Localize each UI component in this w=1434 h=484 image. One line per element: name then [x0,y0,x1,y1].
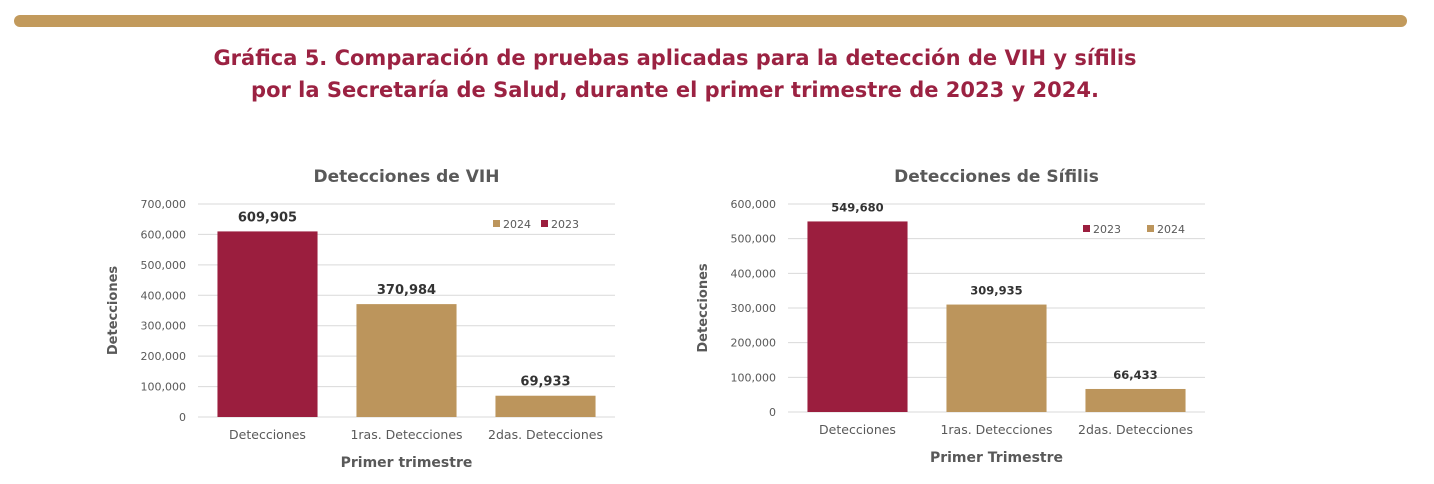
sifilis-x-axis-title: Primer Trimestre [930,450,1063,466]
vih-legend-swatch-2024 [493,220,500,227]
vih-bar-2 [356,304,457,417]
top-accent-bar [14,15,1407,27]
vih-x-tick-label: Detecciones [229,427,306,442]
sifilis-title: Detecciones de Sífilis [894,167,1099,187]
figure-title: Gráfica 5. Comparación de pruebas aplica… [0,42,1350,106]
sifilis-legend-label: 2024 [1157,223,1185,236]
vih-data-label: 370,984 [377,283,436,298]
vih-bar-3 [495,395,596,417]
sifilis-x-tick-label: Detecciones [819,422,896,437]
sifilis-y-tick-label: 400,000 [731,267,777,280]
vih-title: Detecciones de VIH [314,167,500,187]
vih-y-tick-label: 0 [179,411,186,424]
vih-legend-swatch-2023 [541,220,548,227]
vih-x-axis-title: Primer trimestre [341,455,473,471]
sifilis-data-label: 66,433 [1113,368,1157,382]
sifilis-legend-swatch-2024 [1147,225,1154,232]
vih-y-tick-label: 700,000 [141,198,187,211]
vih-data-label: 69,933 [520,375,570,390]
sifilis-y-tick-label: 300,000 [731,302,777,315]
vih-x-tick-label: 2das. Detecciones [488,427,603,442]
sifilis-bar-3 [1085,388,1186,412]
vih-y-axis-title: Detecciones [106,266,121,356]
sifilis-data-label: 549,680 [831,200,883,214]
chart-vih: Detecciones de VIH 0 100,000 200,000 300,000… [106,167,615,471]
sifilis-y-tick-label: 100,000 [731,371,777,384]
sifilis-legend-swatch-2023 [1083,225,1090,232]
vih-legend-label: 2024 [503,218,531,231]
sifilis-y-tick-label: 200,000 [731,337,777,350]
vih-x-tick-label: 1ras. Detecciones [350,427,462,442]
sifilis-y-axis-title: Detecciones [696,263,711,353]
sifilis-legend-label: 2023 [1093,223,1121,236]
sifilis-data-label: 309,935 [970,284,1022,298]
figure-title-line-1: Gráfica 5. Comparación de pruebas aplica… [213,46,1137,70]
sifilis-bar-2 [946,304,1047,412]
vih-y-tick-label: 100,000 [141,381,187,394]
sifilis-y-tick-label: 0 [769,406,776,419]
vih-bar-1 [217,231,318,417]
vih-legend-label: 2023 [551,218,579,231]
vih-y-tick-label: 400,000 [141,289,187,302]
chart-sifilis: Detecciones de Sífilis 0 100,000 200,000 300… [696,167,1205,466]
figure-title-line-2: por la Secretaría de Salud, durante el p… [251,78,1099,102]
vih-y-tick-label: 300,000 [141,320,187,333]
vih-y-tick-label: 200,000 [141,350,187,363]
sifilis-x-tick-label: 1ras. Detecciones [940,422,1052,437]
sifilis-y-tick-label: 500,000 [731,233,777,246]
sifilis-y-tick-label: 600,000 [731,198,777,211]
vih-y-tick-label: 600,000 [141,228,187,241]
sifilis-x-tick-label: 2das. Detecciones [1078,422,1193,437]
vih-data-label: 609,905 [238,210,297,225]
vih-y-tick-label: 500,000 [141,259,187,272]
sifilis-bar-1 [807,221,908,412]
